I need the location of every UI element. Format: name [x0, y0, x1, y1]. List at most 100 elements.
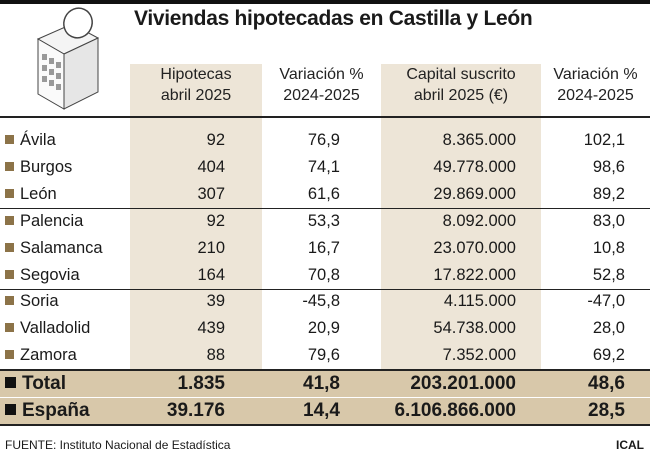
row-label: Palencia [5, 208, 83, 235]
table-cell: 20,9 [307, 319, 340, 338]
column-header-line: Capital suscrito [406, 66, 516, 83]
column-header-line: 2024-2025 [557, 87, 634, 104]
table-cell: 29.869.000 [433, 184, 516, 203]
column-shade-hipotecas [130, 64, 262, 370]
table-cell: 7.352.000 [442, 346, 516, 365]
row-name: Soria [20, 292, 59, 311]
table-cell: 16,7 [307, 238, 340, 257]
table-cell: 89,2 [592, 184, 625, 203]
bullet-icon [5, 350, 14, 360]
bullet-icon [5, 135, 14, 144]
row-name: Valladolid [20, 319, 91, 338]
table-cell: 83,0 [592, 211, 625, 230]
column-header: Capital suscrito abril 2025 (€) [381, 64, 541, 110]
table-cell: 41,8 [303, 373, 340, 394]
table-row: Valladolid 439 20,9 54.738.000 28,0 [0, 315, 650, 342]
bullet-icon [5, 188, 14, 198]
row-name: Segovia [20, 265, 80, 284]
bullet-icon [5, 404, 16, 415]
table-cell: 48,6 [588, 373, 625, 394]
bullet-icon [5, 242, 14, 252]
table-cell: 102,1 [583, 131, 625, 149]
column-header: Variación % 2024-2025 [262, 64, 381, 110]
table-row: Burgos 404 74,1 49.778.000 98,6 [0, 154, 650, 181]
total-row: España 39.176 14,4 6.106.866.000 28,5 [0, 398, 650, 424]
row-name: Burgos [20, 157, 73, 176]
credit: ICAL [616, 438, 644, 452]
column-header-line: abril 2025 [160, 87, 232, 104]
bullet-icon [5, 323, 14, 333]
table-cell: 439 [197, 319, 225, 338]
bullet-icon [5, 161, 14, 171]
page-title: Viviendas hipotecadas en Castilla y León [134, 7, 533, 30]
row-label: Segovia [5, 262, 80, 289]
row-name: Total [22, 373, 66, 394]
table-cell: 8.365.000 [442, 131, 516, 149]
table-cell: 53,3 [307, 211, 340, 230]
column-header: Hipotecas abril 2025 [130, 64, 262, 110]
table-row: Soria 39 -45,8 4.115.000 -47,0 [0, 288, 650, 315]
row-label: Total [5, 371, 66, 397]
column-header-line: abril 2025 (€) [413, 87, 509, 104]
top-rule [0, 0, 650, 4]
table-cell: 14,4 [303, 400, 340, 421]
table-cell: -45,8 [302, 292, 340, 311]
column-header-line: Variación % [553, 66, 638, 83]
column-header-line: 2024-2025 [283, 87, 360, 104]
table-cell: 17.822.000 [433, 265, 516, 284]
table-row: León 307 61,6 29.869.000 89,2 [0, 181, 650, 208]
table-cell: 6.106.866.000 [394, 400, 516, 421]
bottom-rule [0, 424, 650, 426]
table-cell: 28,5 [588, 400, 625, 421]
row-name: Salamanca [20, 238, 103, 257]
bullet-icon [5, 377, 16, 388]
table-cell: 23.070.000 [433, 238, 516, 257]
row-name: León [20, 184, 57, 203]
table-row: Segovia 164 70,8 17.822.000 52,8 [0, 262, 650, 289]
table-cell: 49.778.000 [433, 157, 516, 176]
table-cell: 52,8 [592, 265, 625, 284]
table-cell: 4.115.000 [443, 292, 516, 311]
table-cell: 70,8 [307, 265, 340, 284]
table-cell: 39.176 [166, 400, 225, 421]
table-cell: 98,6 [592, 157, 625, 176]
table-cell: 203.201.000 [410, 373, 516, 394]
row-label: Zamora [5, 342, 77, 369]
table-cell: 404 [197, 157, 225, 176]
table-cell: 88 [206, 346, 225, 365]
table-cell: 210 [197, 238, 225, 257]
column-header-line: Hipotecas [160, 66, 232, 83]
table-cell: 92 [206, 131, 225, 149]
row-label: Ávila [5, 127, 56, 154]
header-rule [0, 116, 650, 118]
row-label: Burgos [5, 154, 72, 181]
table-cell: 39 [206, 292, 225, 311]
table-cell: 74,1 [307, 157, 340, 176]
row-name: Palencia [20, 211, 84, 230]
group-divider [0, 208, 650, 209]
group-divider [0, 289, 650, 290]
row-label: Valladolid [5, 315, 90, 342]
source-note: FUENTE: Instituto Nacional de Estadístic… [5, 438, 231, 452]
table-row: Ávila 92 76,9 8.365.000 102,1 [0, 127, 650, 154]
bullet-icon [5, 215, 14, 225]
row-label: Soria [5, 288, 59, 315]
column-shade-capital [381, 64, 541, 370]
bullet-icon [5, 296, 14, 306]
row-label: Salamanca [5, 235, 103, 262]
table-cell: 28,0 [592, 319, 625, 338]
row-name: España [22, 400, 90, 421]
table-cell: -47,0 [587, 292, 625, 311]
table-cell: 61,6 [307, 184, 340, 203]
table-cell: 54.738.000 [433, 319, 516, 338]
building-with-coin-icon [36, 7, 100, 110]
table-cell: 92 [206, 211, 225, 230]
totals-rule [0, 369, 650, 371]
total-row: Total 1.835 41,8 203.201.000 48,6 [0, 371, 650, 397]
table-cell: 8.092.000 [442, 211, 516, 230]
row-label: España [5, 398, 90, 424]
row-name: Zamora [20, 346, 77, 365]
table-cell: 69,2 [592, 346, 625, 365]
table-row: Salamanca 210 16,7 23.070.000 10,8 [0, 235, 650, 262]
